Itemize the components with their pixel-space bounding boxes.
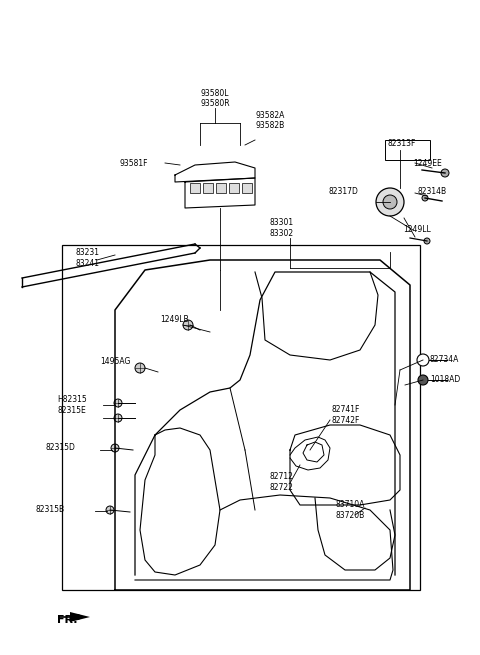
Text: 1018AD: 1018AD — [430, 375, 460, 384]
Text: 1249LL: 1249LL — [403, 225, 431, 234]
Circle shape — [114, 414, 122, 422]
Bar — [385, 140, 430, 160]
Text: 1495AG: 1495AG — [100, 358, 131, 367]
Text: 82734A: 82734A — [430, 356, 459, 364]
Text: 83231
83241: 83231 83241 — [75, 248, 99, 268]
Bar — [203, 183, 213, 193]
Bar — [242, 183, 252, 193]
Circle shape — [418, 375, 428, 385]
Text: H82315
82315E: H82315 82315E — [57, 396, 87, 415]
Polygon shape — [70, 612, 90, 622]
Circle shape — [135, 363, 145, 373]
Bar — [229, 183, 239, 193]
Text: 93580L
93580R: 93580L 93580R — [200, 88, 230, 108]
Text: 93582A
93582B: 93582A 93582B — [255, 111, 284, 130]
Bar — [190, 183, 200, 193]
Circle shape — [376, 188, 404, 216]
Text: 82712
82722: 82712 82722 — [270, 472, 294, 492]
Circle shape — [422, 195, 428, 201]
Text: 82317D: 82317D — [328, 187, 358, 196]
Text: FR.: FR. — [57, 615, 77, 625]
Circle shape — [111, 444, 119, 452]
Text: 82315B: 82315B — [36, 506, 65, 514]
Circle shape — [383, 195, 397, 209]
Text: 93581F: 93581F — [120, 159, 148, 168]
Text: 1249LB: 1249LB — [160, 316, 189, 324]
Text: 1249EE: 1249EE — [413, 159, 442, 168]
Circle shape — [441, 169, 449, 177]
Text: 82313F: 82313F — [388, 138, 416, 147]
Text: 82314B: 82314B — [417, 187, 446, 196]
Circle shape — [424, 238, 430, 244]
Circle shape — [417, 354, 429, 366]
Text: 82315D: 82315D — [45, 443, 75, 453]
Circle shape — [183, 320, 193, 330]
Bar — [216, 183, 226, 193]
Text: 82741F
82742F: 82741F 82742F — [332, 405, 360, 424]
Bar — [62, 245, 420, 590]
Text: 83710A
83720B: 83710A 83720B — [335, 500, 364, 519]
Text: 83301
83302: 83301 83302 — [270, 218, 294, 238]
Circle shape — [106, 506, 114, 514]
Circle shape — [114, 399, 122, 407]
